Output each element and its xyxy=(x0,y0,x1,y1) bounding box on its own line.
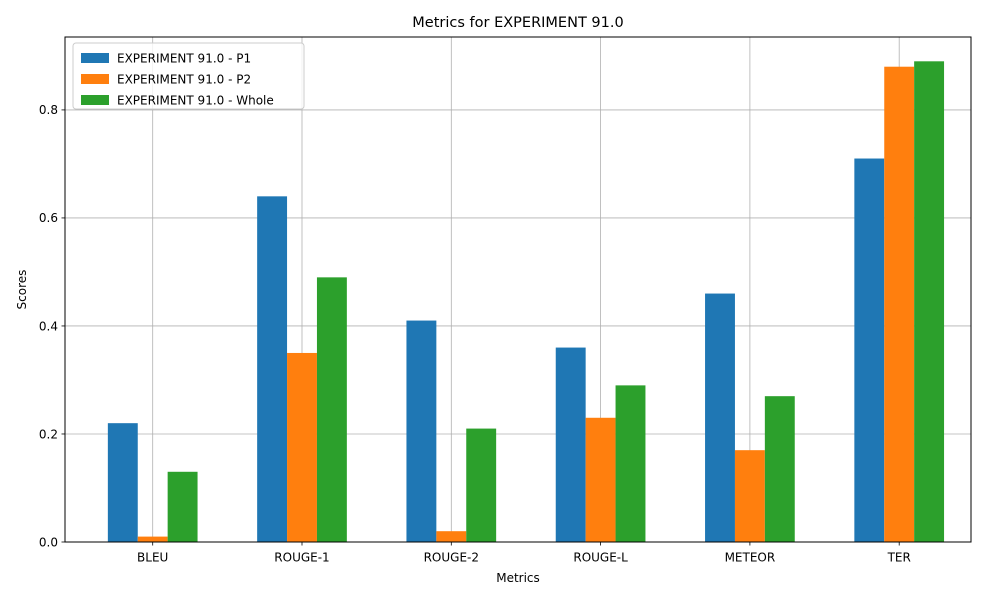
legend-swatch xyxy=(81,74,109,84)
x-tick-label: TER xyxy=(887,551,911,565)
bar-rouge-1-series-1 xyxy=(257,196,288,543)
bar-rouge-l-series-3 xyxy=(615,385,646,542)
chart-title: Metrics for EXPERIMENT 91.0 xyxy=(412,15,623,31)
x-tick-label: BLEU xyxy=(137,551,168,565)
x-tick-label: METEOR xyxy=(725,551,776,565)
x-tick-label: ROUGE-2 xyxy=(424,551,479,565)
plot-frame xyxy=(64,36,972,543)
bar-rouge-l-series-2 xyxy=(585,417,616,542)
x-tick-label: ROUGE-1 xyxy=(274,551,329,565)
grid-layer xyxy=(65,37,971,543)
y-tick-label: 0.0 xyxy=(39,535,58,549)
y-tick-label: 0.2 xyxy=(39,427,58,441)
bar-meteor-series-3 xyxy=(764,396,795,542)
bar-bleu-series-1 xyxy=(107,423,138,542)
bar-rouge-2-series-2 xyxy=(436,531,467,542)
bar-ter-series-3 xyxy=(914,61,945,543)
bar-bleu-series-2 xyxy=(137,536,168,542)
bar-ter-series-1 xyxy=(854,158,885,543)
x-axis-label: Metrics xyxy=(496,571,540,585)
legend-swatch xyxy=(81,95,109,105)
legend-label: EXPERIMENT 91.0 - P2 xyxy=(117,73,251,87)
bar-ter-series-2 xyxy=(884,66,915,543)
bar-rouge-2-series-3 xyxy=(466,428,497,542)
legend-label: EXPERIMENT 91.0 - P1 xyxy=(117,52,251,66)
legend-swatch xyxy=(81,53,109,63)
x-axis-ticks: BLEU ROUGE-1 ROUGE-2 ROUGE-L METEOR TER xyxy=(137,542,911,565)
bar-rouge-1-series-3 xyxy=(316,277,347,542)
legend: EXPERIMENT 91.0 - P1 EXPERIMENT 91.0 - P2… xyxy=(72,42,305,110)
bar-rouge-l-series-1 xyxy=(555,347,586,542)
y-tick-label: 0.4 xyxy=(39,319,58,333)
legend-box xyxy=(72,42,305,110)
y-axis-ticks: 0.0 0.2 0.4 0.6 0.8 xyxy=(39,103,65,549)
bar-rouge-2-series-1 xyxy=(406,320,437,542)
bar-bleu-series-3 xyxy=(167,471,198,542)
bar-meteor-series-2 xyxy=(734,450,765,542)
bars-layer xyxy=(107,61,945,543)
y-tick-label: 0.6 xyxy=(39,211,58,225)
x-tick-label: ROUGE-L xyxy=(573,551,628,565)
y-axis-label: Scores xyxy=(15,270,29,310)
bar-rouge-1-series-2 xyxy=(287,352,317,542)
legend-label: EXPERIMENT 91.0 - Whole xyxy=(117,94,274,108)
y-tick-label: 0.8 xyxy=(39,103,58,117)
bar-meteor-series-1 xyxy=(705,293,735,542)
